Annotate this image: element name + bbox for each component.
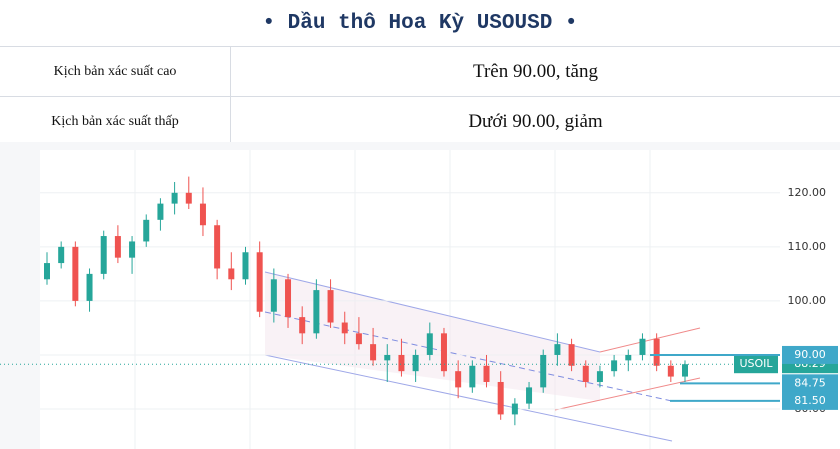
candle-body	[639, 338, 646, 355]
channel-line	[264, 354, 673, 442]
level-tag	[782, 374, 838, 393]
level-tag	[782, 345, 838, 364]
chart: 80.0090.00100.00110.00120.00USOIL88.2990…	[0, 142, 840, 449]
candle-body	[129, 241, 136, 258]
scenario-table: Kịch bản xác suất cao Trên 90.00, tăng Kị…	[0, 47, 840, 147]
candle-body	[341, 322, 348, 334]
symbol-tag	[734, 355, 778, 374]
candle-body	[554, 344, 561, 355]
level-label: 81.50	[794, 394, 826, 407]
y-tick-label: 120.00	[788, 186, 827, 199]
symbol-name: USOIL	[739, 357, 773, 370]
candle-body	[86, 273, 93, 301]
candle-body	[483, 365, 490, 382]
candle-body	[355, 333, 362, 345]
candle-body	[214, 225, 221, 269]
candle-body	[72, 246, 79, 301]
channel-line	[264, 271, 601, 353]
candle-body	[44, 263, 50, 280]
y-tick-label: 100.00	[788, 294, 827, 307]
candle-body	[228, 268, 235, 280]
candle-body	[469, 365, 476, 388]
candle-body	[412, 354, 419, 372]
candle-body	[157, 203, 164, 220]
candle-body	[58, 246, 65, 264]
y-tick-label: 110.00	[788, 240, 827, 253]
candle-body	[526, 387, 533, 404]
candle-body	[299, 317, 306, 334]
level-label: 84.75	[794, 376, 826, 389]
row: Kịch bản xác suất thấp Dưới 90.00, giảm	[0, 96, 840, 147]
candle-body	[611, 360, 618, 372]
level-tag	[782, 391, 838, 410]
candle-body	[596, 371, 603, 382]
candle-body	[114, 236, 121, 258]
candle-body	[426, 333, 433, 355]
candle-body	[185, 192, 192, 204]
candle-body	[384, 354, 391, 361]
title: • Dầu thô Hoa Kỳ USOUSD •	[0, 0, 840, 47]
candle-body	[511, 403, 518, 415]
candle-body	[100, 236, 107, 274]
candle-body	[256, 252, 263, 312]
candle-body	[582, 365, 589, 382]
candle-body	[540, 354, 547, 388]
candle-body	[143, 219, 150, 242]
candle-body	[568, 344, 575, 366]
plot-bg	[40, 150, 840, 449]
candle-body	[327, 290, 334, 323]
cell: Trên 90.00, tăng	[230, 47, 840, 97]
candle-body	[285, 279, 292, 318]
candle-body	[370, 344, 377, 361]
candle-body	[455, 371, 462, 388]
channel-line	[599, 327, 701, 353]
candle-body	[497, 381, 504, 415]
candle-body	[653, 338, 660, 366]
candle-body	[270, 279, 277, 312]
candle-body	[313, 290, 320, 334]
cell: Dưới 90.00, giảm	[230, 96, 840, 147]
level-label: 90.00	[794, 348, 826, 361]
cell: Kịch bản xác suất cao	[0, 47, 231, 97]
candle-body	[398, 354, 405, 372]
channel-line	[554, 377, 701, 411]
candle-body	[625, 354, 632, 361]
row: Kịch bản xác suất cao Trên 90.00, tăng	[0, 47, 840, 97]
candle-body	[440, 333, 447, 372]
candle-body	[171, 192, 178, 204]
candle-body	[199, 203, 206, 226]
candle-body	[667, 365, 674, 377]
candle-body	[242, 252, 249, 280]
cell: Kịch bản xác suất thấp	[0, 96, 231, 147]
candle-body	[682, 364, 688, 377]
